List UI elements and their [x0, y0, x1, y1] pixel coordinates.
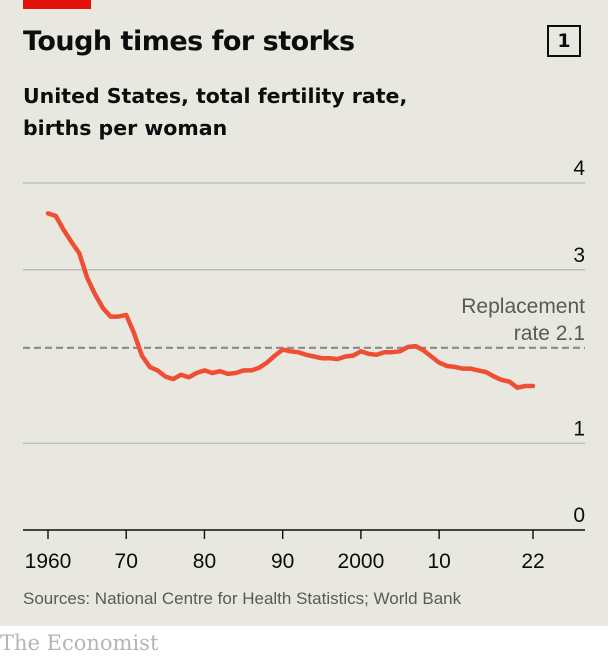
fertility-rate-line-0 — [45, 211, 536, 390]
x-tick-label-2010: 10 — [427, 550, 450, 573]
y-tick-label-1: 1 — [573, 417, 585, 440]
y-tick-label-0: 0 — [573, 504, 585, 527]
line-chart: 0 1 3 4 1960 70 80 90 2000 10 22 Replacement rate 2.… — [23, 157, 585, 573]
chart-panel — [0, 0, 608, 626]
chart-title: Tough times for storks — [23, 26, 355, 57]
x-tick-label-1980: 80 — [193, 550, 216, 573]
y-tick-label-3: 3 — [573, 244, 585, 267]
subtitle-line-1: United States, total fertility rate, — [23, 84, 408, 108]
y-tick-label-4: 4 — [573, 157, 585, 180]
x-tick-label-1970: 70 — [115, 550, 138, 573]
chart-subtitle: United States, total fertility rate, bir… — [23, 80, 443, 144]
x-tick-label-1960: 1960 — [25, 550, 72, 573]
economist-logo: The Economist — [0, 631, 159, 655]
replacement-rate-label-line-1: Replacement — [461, 295, 585, 318]
chart-number-badge: 1 — [547, 25, 581, 57]
source-note: Sources: National Centre for Health Stat… — [23, 589, 462, 608]
x-tick-label-1990: 90 — [271, 550, 294, 573]
replacement-rate-label-line-2: rate 2.1 — [514, 322, 585, 345]
brand-red-tag — [23, 0, 91, 9]
x-tick-label-2022: 22 — [521, 550, 544, 573]
x-tick-label-2000: 2000 — [338, 550, 385, 573]
subtitle-line-2: births per woman — [23, 116, 228, 140]
